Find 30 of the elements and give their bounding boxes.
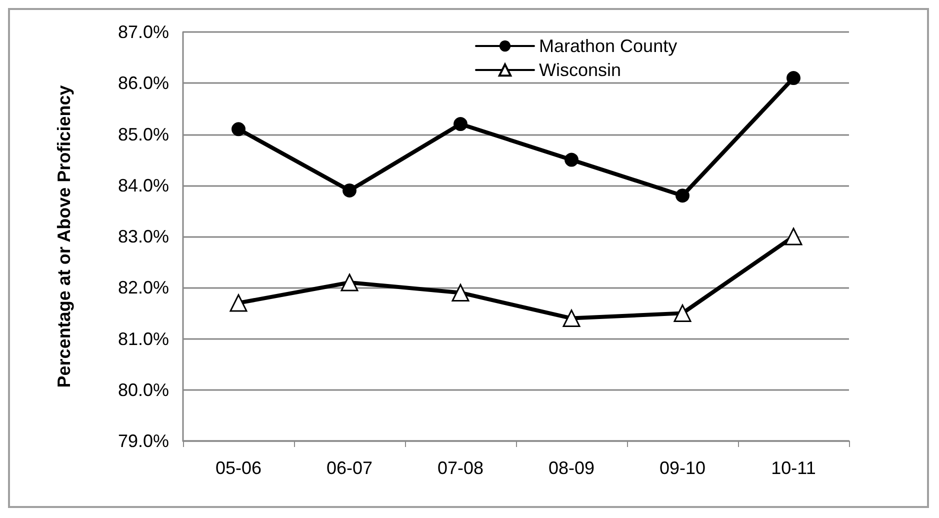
y-tick-label: 82.0% [118,278,169,298]
point [342,183,356,198]
point [230,294,248,312]
point [674,304,692,322]
legend-label: Marathon County [539,36,678,56]
point [564,152,578,167]
point [784,228,802,246]
y-axis-title: Percentage at or Above Proficiency [54,85,74,388]
point [452,284,470,302]
x-tick-label: 09-10 [659,458,706,478]
point [562,310,580,328]
point [454,117,468,132]
x-tick-label: 05-06 [215,458,262,478]
point [676,188,690,203]
y-tick-label: 79.0% [118,431,169,451]
x-tick-label: 08-09 [548,458,595,478]
y-tick-label: 86.0% [118,73,169,94]
point [340,274,358,292]
y-tick-label: 81.0% [118,328,169,349]
y-tick-label: 84.0% [118,175,169,196]
y-tick-label: 85.0% [118,124,169,144]
x-tick-label: 07-08 [437,458,484,478]
legend-label: Wisconsin [539,60,622,80]
point [786,71,800,86]
x-tick-label: 10-11 [771,458,816,478]
point [232,122,246,136]
y-tick-label: 83.0% [118,226,169,246]
x-tick-label: 06-07 [326,458,373,478]
y-tick-label: 80.0% [118,380,169,400]
y-tick-label: 87.0% [118,22,169,42]
